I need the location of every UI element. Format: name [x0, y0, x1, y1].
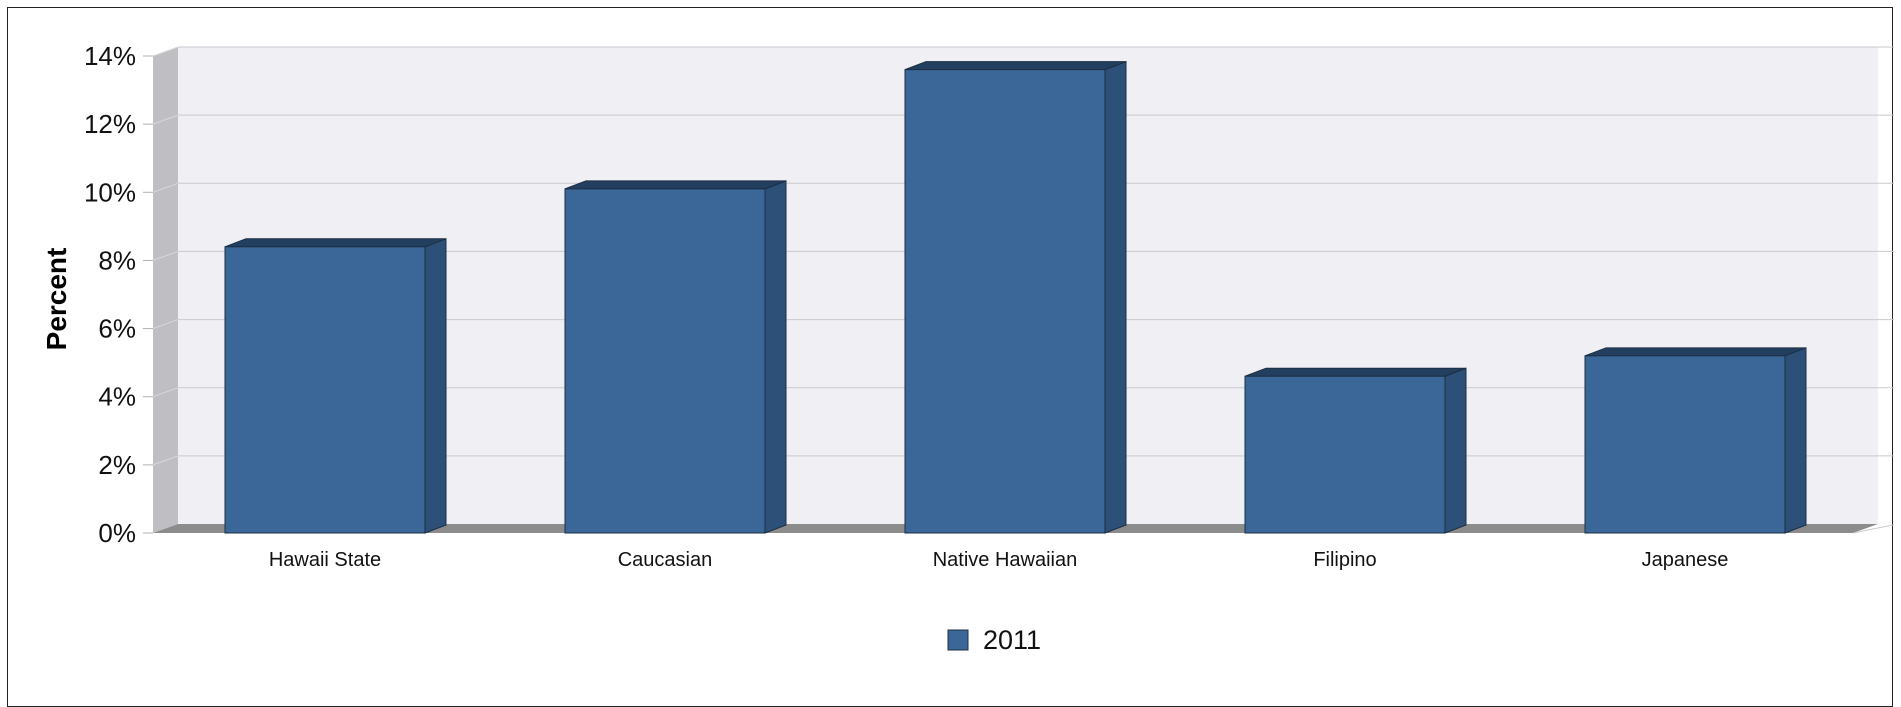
gridline-wall [152, 387, 179, 398]
legend[interactable]: 2011 [947, 625, 1041, 655]
gridline-wall [152, 182, 179, 193]
bar-front [564, 188, 766, 534]
y-axis-ticks: 0% 2% 4% 6% 8% 10% 12% 14% [84, 41, 153, 548]
bar-chart: 0% 2% 4% 6% 8% 10% 12% 14% Hawaii State Caucasia… [41, 41, 1894, 655]
y-tick-label: 8% [98, 245, 136, 275]
bar-side [1444, 367, 1467, 534]
gridline-wall [152, 250, 179, 261]
bar-top [904, 61, 1127, 71]
x-tick-label: Filipino [1313, 549, 1376, 571]
bar[interactable] [564, 180, 787, 534]
y-tick-label: 4% [98, 382, 136, 412]
x-tick-label: Caucasian [618, 549, 713, 571]
bar[interactable] [1584, 347, 1807, 534]
bars [224, 60, 1807, 534]
gridline-wall [152, 114, 179, 125]
y-tick-label: 6% [98, 314, 136, 344]
bar[interactable] [904, 60, 1127, 534]
gridline-wall [152, 46, 179, 57]
x-tick-label: Hawaii State [269, 549, 381, 571]
gridline-wall [152, 319, 179, 330]
bar-top [224, 238, 447, 248]
y-tick-label: 2% [98, 450, 136, 480]
bar-side [1104, 60, 1127, 534]
y-tick-label: 12% [84, 109, 136, 139]
y-tick-label: 10% [84, 177, 136, 207]
bar-top [1584, 347, 1807, 357]
y-tick-label: 14% [84, 41, 136, 71]
bar-side [424, 238, 447, 534]
left-wall [153, 47, 178, 533]
legend-label: 2011 [983, 625, 1041, 655]
bar-side [1784, 347, 1807, 534]
x-tick-label: Japanese [1642, 549, 1729, 571]
bar[interactable] [224, 238, 447, 534]
bar-front [904, 69, 1106, 534]
y-axis-title: Percent [41, 248, 72, 351]
y-tick-label: 0% [98, 518, 136, 548]
floor-edge [1852, 524, 1894, 534]
x-tick-label: Native Hawaiian [933, 549, 1078, 571]
chart-frame: 0% 2% 4% 6% 8% 10% 12% 14% Hawaii State Caucasia… [7, 7, 1894, 707]
legend-swatch [947, 629, 969, 651]
bar-front [1584, 355, 1786, 534]
bar-front [224, 246, 426, 534]
bar-top [1244, 367, 1467, 377]
bar[interactable] [1244, 367, 1467, 534]
gridline-wall [152, 455, 179, 466]
bar-front [1244, 375, 1446, 534]
x-axis-labels: Hawaii State Caucasian Native Hawaiian Fili… [269, 549, 1729, 571]
bar-top [564, 180, 787, 190]
bar-side [764, 180, 787, 534]
